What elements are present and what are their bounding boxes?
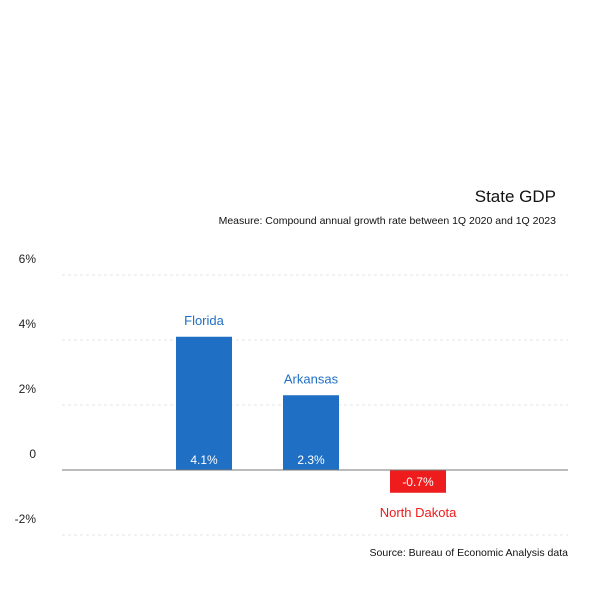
bar-value-label: 4.1% [190,453,218,467]
chart-subtitle: Measure: Compound annual growth rate bet… [219,215,557,227]
source-note: Source: Bureau of Economic Analysis data [370,547,569,559]
bars [176,336,446,493]
y-axis-ticks: 6% 4% 2% 0 -2% [15,252,37,526]
bar-category-label: Florida [184,313,225,328]
y-tick-label: 6% [19,252,37,266]
bar [176,336,232,470]
bar-value-label: 2.3% [297,453,325,467]
bar-value-label: -0.7% [402,475,434,489]
chart-title: State GDP [475,187,556,206]
y-tick-label: 2% [19,382,37,396]
y-tick-label: 4% [19,317,37,331]
bar [390,470,446,493]
y-tick-label: -2% [15,512,37,526]
bar-category-label: North Dakota [380,505,457,520]
bar-category-label: Arkansas [284,371,339,386]
bar-labels: 4.1% Florida 2.3% Arkansas -0.7% North Dakota [184,313,457,520]
bar [283,395,339,470]
y-tick-label: 0 [29,447,36,461]
